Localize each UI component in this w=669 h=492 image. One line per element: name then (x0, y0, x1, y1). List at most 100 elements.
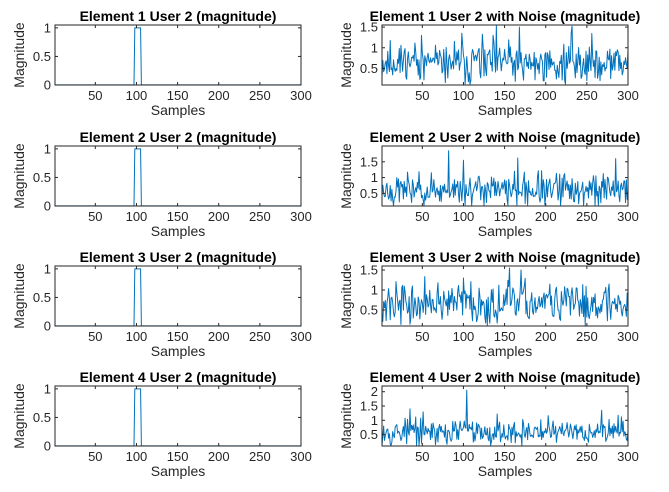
y-tick-label: 0.5 (360, 303, 378, 318)
x-tick-label: 50 (88, 329, 102, 344)
x-tick-label: 150 (494, 329, 516, 344)
series-line (55, 388, 301, 447)
x-tick-label: 200 (208, 209, 230, 224)
chart-panel-6: Element 3 User 2 with Noise (magnitude) 5… (338, 249, 640, 359)
axes-frame (54, 145, 302, 207)
x-tick-label: 150 (167, 209, 189, 224)
y-tick-label: 1 (44, 261, 51, 276)
x-tick-label: 200 (535, 88, 557, 103)
x-tick-label: 150 (167, 329, 189, 344)
y-axis-label: Magnitude (338, 263, 354, 329)
chart-title: Element 3 User 2 (magnitude) (80, 249, 277, 265)
chart-panel-1: Element 1 User 2 (magnitude) 50 100 150 200 2… (11, 8, 312, 118)
x-axis-label: Samples (151, 223, 205, 239)
x-tick-label: 300 (290, 88, 312, 103)
y-tick-label: 0 (44, 199, 51, 214)
x-tick-label: 100 (126, 329, 148, 344)
x-tick-label: 300 (290, 329, 312, 344)
x-tick-label: 100 (453, 449, 475, 464)
y-axis-label: Magnitude (338, 22, 354, 88)
y-axis-label: Magnitude (11, 22, 27, 88)
y-axis-label: Magnitude (11, 263, 27, 329)
x-tick-label: 50 (415, 88, 429, 103)
series-line (55, 148, 301, 207)
y-tick-label: 1 (44, 381, 51, 396)
axes-frame (54, 24, 302, 86)
x-axis-label: Samples (151, 463, 205, 479)
chart-title: Element 4 User 2 (magnitude) (80, 369, 277, 385)
y-tick-label: 1.5 (360, 263, 378, 278)
x-tick-label: 250 (576, 88, 598, 103)
x-tick-label: 300 (617, 88, 639, 103)
chart-panel-5: Element 3 User 2 (magnitude) 50 100 150 200 2… (11, 249, 312, 359)
y-tick-label: 1 (371, 170, 378, 185)
y-tick-label: 0.5 (360, 61, 378, 76)
y-tick-label: 0.5 (360, 186, 378, 201)
x-axis-label: Samples (478, 463, 532, 479)
x-tick-label: 50 (88, 449, 102, 464)
x-tick-label: 300 (290, 449, 312, 464)
x-tick-label: 150 (167, 88, 189, 103)
x-tick-label: 50 (415, 209, 429, 224)
x-tick-label: 200 (535, 329, 557, 344)
axes-frame (54, 385, 302, 447)
y-tick-label: 0.5 (33, 290, 51, 305)
x-tick-label: 100 (453, 209, 475, 224)
x-tick-label: 250 (249, 209, 271, 224)
chart-title: Element 1 User 2 (magnitude) (80, 8, 277, 24)
x-tick-label: 100 (126, 88, 148, 103)
chart-panel-3: Element 2 User 2 (magnitude) 50 100 150 200 2… (11, 129, 312, 239)
y-tick-label: 0 (44, 439, 51, 454)
y-tick-label: 1 (44, 20, 51, 35)
x-tick-label: 200 (535, 449, 557, 464)
axes-frame (381, 265, 629, 327)
x-tick-label: 50 (88, 88, 102, 103)
y-tick-label: 0.5 (360, 427, 378, 442)
y-tick-label: 0.5 (33, 170, 51, 185)
x-tick-label: 250 (249, 449, 271, 464)
y-tick-label: 1 (44, 141, 51, 156)
chart-title: Element 3 User 2 with Noise (magnitude) (370, 249, 641, 265)
x-tick-label: 150 (167, 449, 189, 464)
series-line (55, 27, 301, 86)
y-tick-label: 1 (371, 283, 378, 298)
axes-frame (54, 265, 302, 327)
y-axis-label: Magnitude (11, 383, 27, 449)
y-tick-label: 1 (371, 413, 378, 428)
x-tick-label: 50 (88, 209, 102, 224)
chart-title: Element 4 User 2 with Noise (magnitude) (370, 369, 641, 385)
chart-panel-2: Element 1 User 2 with Noise (magnitude) 5… (338, 8, 640, 118)
x-axis-label: Samples (478, 223, 532, 239)
series-line (381, 267, 629, 326)
x-tick-label: 250 (249, 329, 271, 344)
series-line (381, 389, 629, 446)
x-tick-label: 250 (576, 329, 598, 344)
y-tick-label: 2 (371, 384, 378, 399)
y-tick-label: 1.5 (360, 20, 378, 35)
x-tick-label: 150 (494, 209, 516, 224)
chart-panel-8: Element 4 User 2 with Noise (magnitude) 5… (338, 369, 640, 479)
chart-panel-7: Element 4 User 2 (magnitude) 50 100 150 200 2… (11, 369, 312, 479)
x-tick-label: 300 (290, 209, 312, 224)
x-axis-label: Samples (151, 343, 205, 359)
x-tick-label: 150 (494, 449, 516, 464)
x-axis-label: Samples (151, 102, 205, 118)
y-axis-label: Magnitude (11, 143, 27, 209)
x-axis-label: Samples (478, 343, 532, 359)
y-tick-label: 1 (371, 40, 378, 55)
y-tick-label: 1.5 (360, 154, 378, 169)
x-tick-label: 100 (126, 209, 148, 224)
x-tick-label: 100 (126, 449, 148, 464)
x-tick-label: 50 (415, 449, 429, 464)
chart-panel-4: Element 2 User 2 with Noise (magnitude) 5… (338, 129, 640, 239)
y-tick-label: 1.5 (360, 399, 378, 414)
series-line (55, 268, 301, 327)
series-line (381, 25, 629, 85)
x-tick-label: 300 (617, 209, 639, 224)
series-line (381, 150, 629, 206)
x-tick-label: 200 (535, 209, 557, 224)
x-axis-label: Samples (478, 102, 532, 118)
x-tick-label: 300 (617, 329, 639, 344)
